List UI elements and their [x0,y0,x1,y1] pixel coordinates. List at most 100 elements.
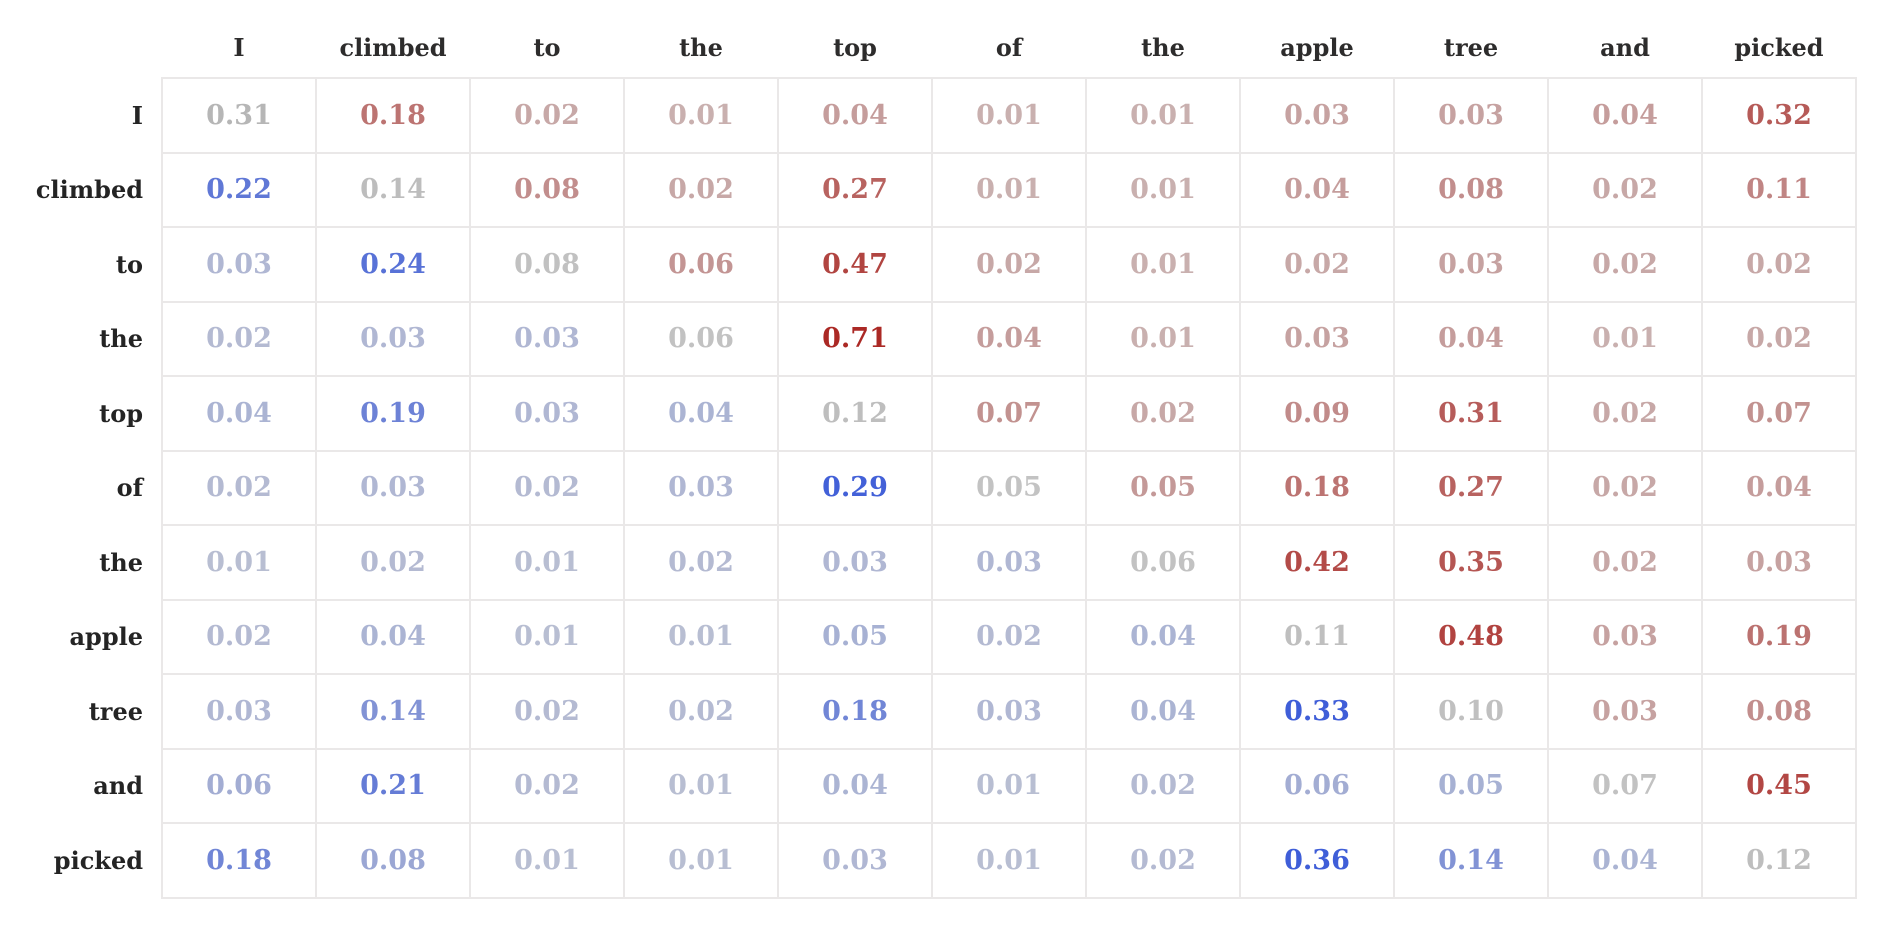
matrix-cell-to-of: 0.02 [931,226,1087,303]
matrix-cell-top-I: 0.04 [161,375,317,452]
matrix-cell-top-to: 0.03 [469,375,625,452]
matrix-cell-to-top: 0.47 [777,226,933,303]
matrix-cell-the-of: 0.04 [931,300,1087,377]
row-header-3-the: the [99,324,143,354]
matrix-cell-the-tree: 0.04 [1393,300,1549,377]
matrix-cell-climbed-tree: 0.08 [1393,151,1549,228]
matrix-cell-tree-of: 0.03 [931,673,1087,750]
matrix-cell-of-tree: 0.27 [1393,449,1549,526]
matrix-cell-top-tree: 0.31 [1393,375,1549,452]
matrix-row-9-and: and 0.06 0.21 0.02 0.01 0.04 0.01 0.02 0.06 0.05 0… [0,747,1857,824]
matrix-cell-I-climbed: 0.18 [315,77,471,154]
matrix-cell-tree-the: 0.02 [623,673,779,750]
matrix-cell-top-the: 0.02 [1085,375,1241,452]
matrix-cell-the-to: 0.01 [469,524,625,601]
matrix-cell-the-the: 0.01 [1085,300,1241,377]
matrix-cell-the-climbed: 0.02 [315,524,471,601]
matrix-cell-the-the: 0.06 [1085,524,1241,601]
matrix-cell-climbed-the: 0.01 [1085,151,1241,228]
matrix-cell-picked-apple: 0.36 [1239,822,1395,899]
matrix-cell-picked-and: 0.04 [1547,822,1703,899]
matrix-cell-I-of: 0.01 [931,77,1087,154]
matrix-cell-to-tree: 0.03 [1393,226,1549,303]
matrix-cell-climbed-of: 0.01 [931,151,1087,228]
matrix-row-5-of: of 0.02 0.03 0.02 0.03 0.29 0.05 0.05 0.18 0.27 0.… [0,449,1857,526]
matrix-cell-apple-top: 0.05 [777,598,933,675]
row-header-5-of: of [116,473,143,503]
matrix-cell-to-climbed: 0.24 [315,226,471,303]
matrix-cell-top-top: 0.12 [777,375,933,452]
matrix-cell-of-I: 0.02 [161,449,317,526]
row-header-6-the: the [99,547,143,577]
matrix-cell-to-and: 0.02 [1547,226,1703,303]
matrix-cell-I-to: 0.02 [469,77,625,154]
matrix-cell-and-of: 0.01 [931,747,1087,824]
matrix-row-3-the: the 0.02 0.03 0.03 0.06 0.71 0.04 0.01 0.03 0.04 0… [0,300,1857,377]
matrix-cell-tree-I: 0.03 [161,673,317,750]
column-header-1-climbed: climbed [339,33,447,62]
matrix-cell-top-the: 0.04 [623,375,779,452]
matrix-cell-climbed-apple: 0.04 [1239,151,1395,228]
matrix-cell-top-and: 0.02 [1547,375,1703,452]
matrix-cell-climbed-I: 0.22 [161,151,317,228]
matrix-cell-the-I: 0.02 [161,300,317,377]
matrix-cell-apple-the: 0.04 [1085,598,1241,675]
matrix-cell-and-to: 0.02 [469,747,625,824]
matrix-cell-and-and: 0.07 [1547,747,1703,824]
matrix-cell-the-picked: 0.02 [1701,300,1857,377]
matrix-cell-of-the: 0.05 [1085,449,1241,526]
matrix-cell-apple-to: 0.01 [469,598,625,675]
row-header-10-picked: picked [53,845,143,875]
corner-cell [0,18,162,78]
matrix-cell-to-picked: 0.02 [1701,226,1857,303]
matrix-cell-the-and: 0.01 [1547,300,1703,377]
matrix-cell-apple-the: 0.01 [623,598,779,675]
matrix-cell-of-apple: 0.18 [1239,449,1395,526]
matrix-cell-to-to: 0.08 [469,226,625,303]
matrix-cell-climbed-the: 0.02 [623,151,779,228]
matrix-cell-and-the: 0.02 [1085,747,1241,824]
row-header-7-apple: apple [69,622,144,652]
column-header-0-I: I [233,33,245,62]
matrix-cell-I-and: 0.04 [1547,77,1703,154]
matrix-row-2-to: to 0.03 0.24 0.08 0.06 0.47 0.02 0.01 0.02 0.03 0.… [0,226,1857,303]
matrix-cell-picked-to: 0.01 [469,822,625,899]
matrix-cell-to-apple: 0.02 [1239,226,1395,303]
matrix-cell-the-climbed: 0.03 [315,300,471,377]
matrix-cell-top-climbed: 0.19 [315,375,471,452]
matrix-cell-the-picked: 0.03 [1701,524,1857,601]
matrix-cell-picked-of: 0.01 [931,822,1087,899]
matrix-cell-apple-tree: 0.48 [1393,598,1549,675]
matrix-cell-top-apple: 0.09 [1239,375,1395,452]
column-header-8-tree: tree [1443,33,1499,62]
matrix-cell-tree-top: 0.18 [777,673,933,750]
column-header-3-the: the [679,33,723,62]
matrix-cell-climbed-top: 0.27 [777,151,933,228]
matrix-cell-apple-I: 0.02 [161,598,317,675]
matrix-cell-I-top: 0.04 [777,77,933,154]
matrix-cell-apple-picked: 0.19 [1701,598,1857,675]
matrix-row-7-apple: apple 0.02 0.04 0.01 0.01 0.05 0.02 0.04 0.11 0.4… [0,598,1857,675]
column-header-6-the: the [1141,33,1185,62]
matrix-cell-and-the: 0.01 [623,747,779,824]
matrix-cell-of-and: 0.02 [1547,449,1703,526]
matrix-cell-the-top: 0.71 [777,300,933,377]
matrix-row-4-top: top 0.04 0.19 0.03 0.04 0.12 0.07 0.02 0.09 0.31 0… [0,375,1857,452]
matrix-cell-top-picked: 0.07 [1701,375,1857,452]
column-header-9-and: and [1600,33,1650,62]
matrix-cell-apple-and: 0.03 [1547,598,1703,675]
matrix-cell-the-of: 0.03 [931,524,1087,601]
row-header-9-and: and [93,771,143,801]
matrix-cell-and-I: 0.06 [161,747,317,824]
matrix-row-1-climbed: climbed 0.22 0.14 0.08 0.02 0.27 0.01 0.01 0.04 0… [0,151,1857,228]
matrix-cell-of-climbed: 0.03 [315,449,471,526]
matrix-cell-top-of: 0.07 [931,375,1087,452]
matrix-cell-tree-the: 0.04 [1085,673,1241,750]
matrix-cell-I-the: 0.01 [1085,77,1241,154]
matrix-cell-to-I: 0.03 [161,226,317,303]
matrix-cell-of-picked: 0.04 [1701,449,1857,526]
matrix-cell-the-top: 0.03 [777,524,933,601]
column-header-4-top: top [833,33,877,62]
